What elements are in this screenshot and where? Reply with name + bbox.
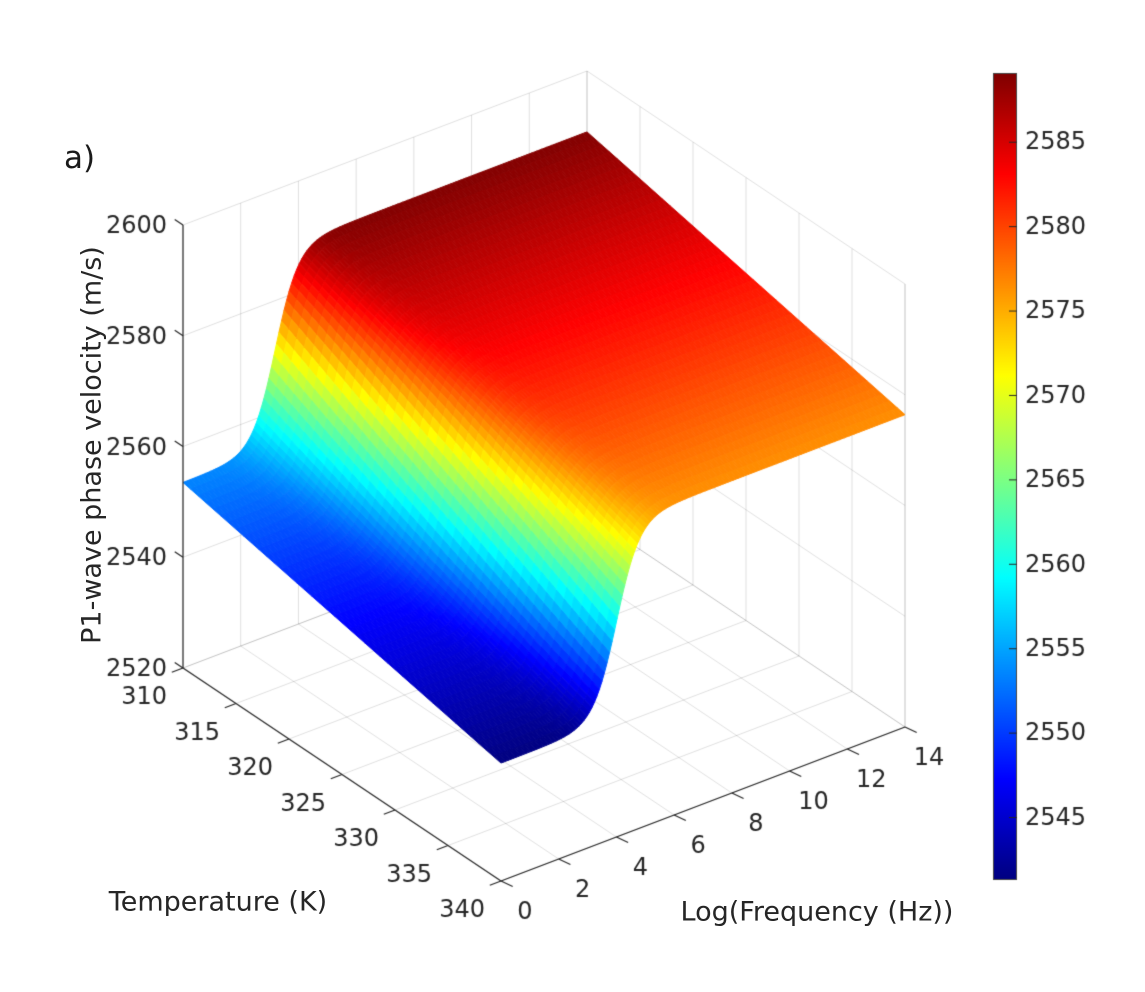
z-axis-title: P1-wave phase velocity (m/s) xyxy=(76,246,108,644)
x-axis-title: Temperature (K) xyxy=(108,886,328,918)
y-axis-title: Log(Frequency (Hz)) xyxy=(680,896,954,928)
colorbar xyxy=(980,50,1145,930)
panel-label: a) xyxy=(64,140,96,176)
